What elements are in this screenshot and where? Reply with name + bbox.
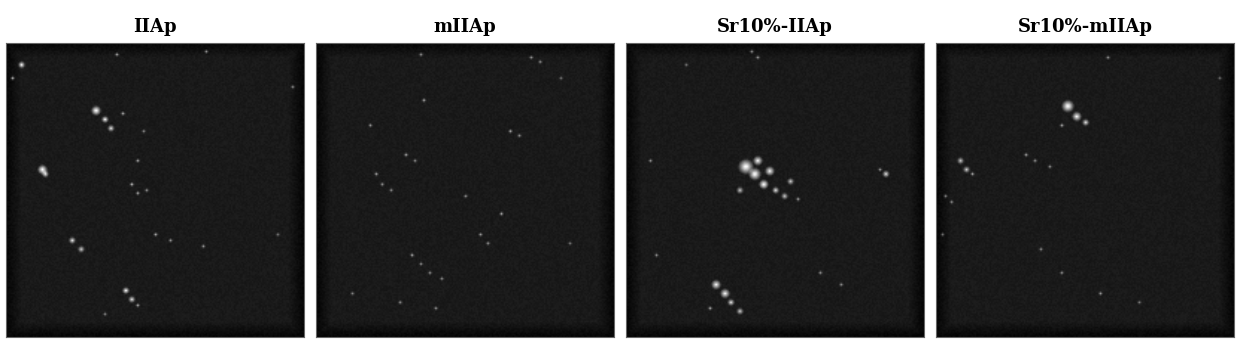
Text: Sr10%-IIAp: Sr10%-IIAp — [717, 18, 833, 36]
Text: Sr10%-mIIAp: Sr10%-mIIAp — [1018, 18, 1152, 36]
Text: IIAp: IIAp — [133, 18, 177, 36]
Text: mIIAp: mIIAp — [434, 18, 496, 36]
